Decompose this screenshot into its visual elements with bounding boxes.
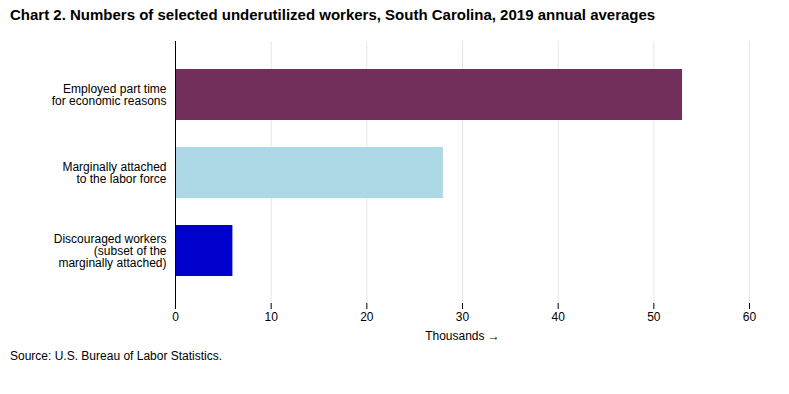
svg-text:40: 40: [551, 310, 565, 324]
svg-text:Employed part timefor economic: Employed part timefor economic reasons: [52, 82, 167, 108]
svg-text:30: 30: [456, 310, 470, 324]
svg-text:Marginally attachedto the labo: Marginally attachedto the labor force: [62, 160, 166, 186]
html-text:Chart 2. Numbers of selected u: Chart 2. Numbers of selected underutiliz…: [10, 6, 656, 23]
svg-text:Thousands →: Thousands →: [425, 328, 500, 342]
svg-text:60: 60: [743, 310, 757, 324]
html-text:Source: U.S. Bureau of Labor S: Source: U.S. Bureau of Labor Statistics.: [10, 348, 223, 363]
svg-text:10: 10: [264, 310, 278, 324]
svg-text:20: 20: [360, 310, 374, 324]
svg-text:0: 0: [172, 310, 179, 324]
svg-text:Discouraged workers(subset of: Discouraged workers(subset of themargina…: [54, 232, 167, 270]
svg-text:50: 50: [647, 310, 661, 324]
